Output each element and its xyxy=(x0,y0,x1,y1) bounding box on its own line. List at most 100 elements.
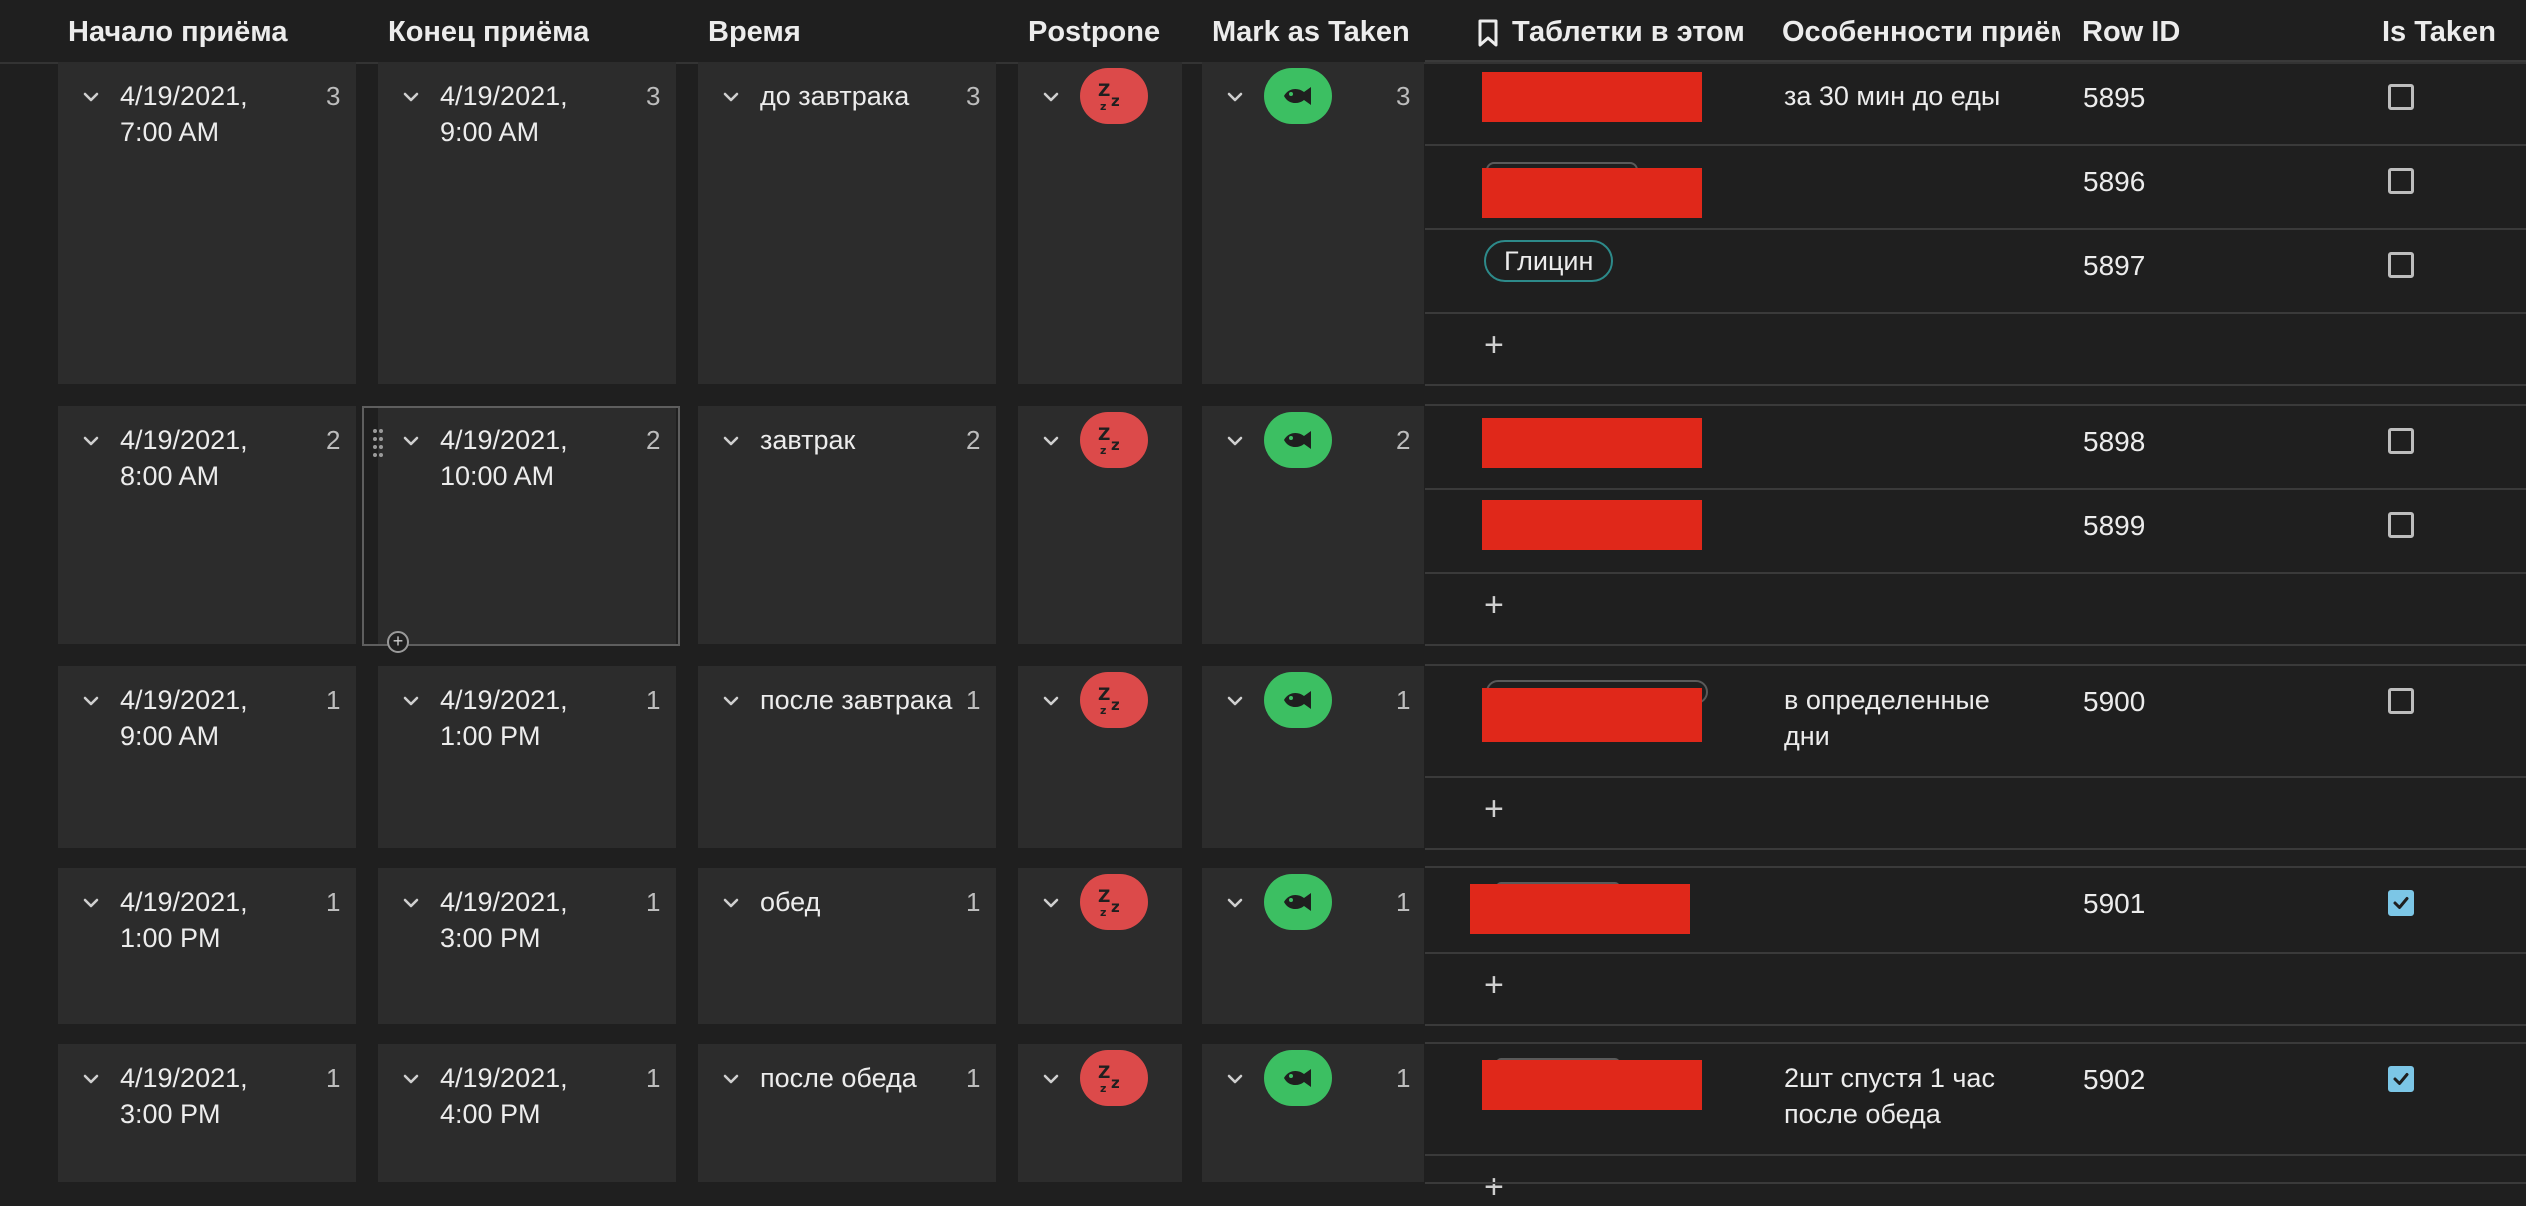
chevron-down-icon[interactable] xyxy=(1224,690,1246,712)
add-row[interactable] xyxy=(1425,314,2526,386)
is-taken-checkbox[interactable] xyxy=(2388,84,2414,110)
is-taken-checkbox[interactable] xyxy=(2388,512,2414,538)
cell-start[interactable]: 4/19/2021, 7:00 AM 3 xyxy=(58,62,356,384)
chevron-down-icon[interactable] xyxy=(80,690,102,712)
chevron-down-icon[interactable] xyxy=(1224,1068,1246,1090)
cell-time[interactable]: после обеда 1 xyxy=(698,1044,996,1182)
is-taken-checkbox[interactable] xyxy=(2388,252,2414,278)
chevron-down-icon[interactable] xyxy=(400,430,422,452)
chevron-down-icon[interactable] xyxy=(720,892,742,914)
cell-end[interactable]: 4/19/2021, 10:00 AM 2 xyxy=(378,406,676,644)
is-taken-checkbox[interactable] xyxy=(2388,688,2414,714)
is-taken-checkbox[interactable] xyxy=(2388,428,2414,454)
column-header-time[interactable]: Время xyxy=(708,16,801,48)
cell-start[interactable]: 4/19/2021, 9:00 AM 1 xyxy=(58,666,356,848)
drag-handle-icon[interactable] xyxy=(372,428,384,458)
chevron-down-icon[interactable] xyxy=(400,892,422,914)
cell-start[interactable]: 4/19/2021, 1:00 PM 1 xyxy=(58,868,356,1024)
group-row: 4/19/2021, 9:00 AM 1 4/19/2021, 1:00 PM 1 … xyxy=(0,664,2526,850)
is-taken-checkbox[interactable] xyxy=(2388,1066,2414,1092)
cell-end[interactable]: 4/19/2021, 4:00 PM 1 xyxy=(378,1044,676,1182)
plus-icon[interactable]: + xyxy=(387,631,409,653)
row-id: 5901 xyxy=(2083,888,2146,919)
cell-time[interactable]: завтрак 2 xyxy=(698,406,996,644)
chevron-down-icon[interactable] xyxy=(720,86,742,108)
add-row-button[interactable]: + xyxy=(1484,326,1504,364)
add-row[interactable] xyxy=(1425,1156,2526,1184)
time-label: завтрак xyxy=(760,425,856,455)
add-row[interactable] xyxy=(1425,778,2526,850)
chevron-down-icon[interactable] xyxy=(1040,1068,1062,1090)
is-taken-checkbox[interactable] xyxy=(2388,890,2414,916)
add-row-button[interactable]: + xyxy=(1484,586,1504,624)
chevron-down-icon[interactable] xyxy=(1224,86,1246,108)
chevron-down-icon[interactable] xyxy=(80,430,102,452)
mark-taken-button[interactable] xyxy=(1264,68,1332,124)
table-row[interactable] xyxy=(1425,62,2526,146)
mark-taken-button[interactable] xyxy=(1264,672,1332,728)
chevron-down-icon[interactable] xyxy=(1040,430,1062,452)
table-row[interactable] xyxy=(1425,406,2526,490)
cell-end[interactable]: 4/19/2021, 9:00 AM 3 xyxy=(378,62,676,384)
cell-end[interactable]: 4/19/2021, 3:00 PM 1 xyxy=(378,868,676,1024)
table-row[interactable] xyxy=(1425,868,2526,954)
add-row-button[interactable]: + xyxy=(1484,790,1504,828)
group-count: 1 xyxy=(646,1063,661,1093)
column-header-row-id[interactable]: Row ID xyxy=(2082,16,2181,48)
column-header-end[interactable]: Конец приёма xyxy=(388,16,590,48)
chevron-down-icon[interactable] xyxy=(1224,430,1246,452)
add-row-button[interactable]: + xyxy=(1484,966,1504,1004)
chevron-down-icon[interactable] xyxy=(400,1068,422,1090)
chevron-down-icon[interactable] xyxy=(1040,86,1062,108)
table-row[interactable] xyxy=(1425,1044,2526,1156)
start-date: 4/19/2021, 7:00 AM xyxy=(120,81,248,147)
chevron-down-icon[interactable] xyxy=(400,690,422,712)
mark-taken-button[interactable] xyxy=(1264,1050,1332,1106)
pill-tag[interactable]: Глицин xyxy=(1484,240,1614,282)
chevron-down-icon[interactable] xyxy=(720,1068,742,1090)
chevron-down-icon[interactable] xyxy=(80,1068,102,1090)
column-header-notes[interactable]: Особенности приём xyxy=(1782,16,2060,48)
cell-start[interactable]: 4/19/2021, 3:00 PM 1 xyxy=(58,1044,356,1182)
group-divider xyxy=(1425,1042,2526,1044)
add-row[interactable] xyxy=(1425,954,2526,1026)
chevron-down-icon[interactable] xyxy=(720,690,742,712)
chevron-down-icon[interactable] xyxy=(720,430,742,452)
cell-start[interactable]: 4/19/2021, 8:00 AM 2 xyxy=(58,406,356,644)
column-header-mark-taken[interactable]: Mark as Taken xyxy=(1212,16,1410,48)
column-header-is-taken[interactable]: Is Taken xyxy=(2382,16,2496,48)
column-header-pills[interactable]: Таблетки в этом xyxy=(1478,16,1745,49)
table-row[interactable] xyxy=(1425,490,2526,574)
chevron-down-icon[interactable] xyxy=(80,86,102,108)
is-taken-checkbox[interactable] xyxy=(2388,168,2414,194)
cell-time[interactable]: после завтрака 1 xyxy=(698,666,996,848)
table-row[interactable] xyxy=(1425,146,2526,230)
add-row[interactable] xyxy=(1425,574,2526,646)
chevron-down-icon[interactable] xyxy=(1040,690,1062,712)
column-header-postpone[interactable]: Postpone xyxy=(1028,16,1161,48)
row-id: 5902 xyxy=(2083,1064,2146,1095)
chevron-down-icon[interactable] xyxy=(400,86,422,108)
cell-end[interactable]: 4/19/2021, 1:00 PM 1 xyxy=(378,666,676,848)
table-row[interactable] xyxy=(1425,666,2526,778)
row-id: 5895 xyxy=(2083,82,2146,113)
chevron-down-icon[interactable] xyxy=(80,892,102,914)
cell-mark-taken: 3 xyxy=(1202,62,1424,384)
cell-time[interactable]: до завтрака 3 xyxy=(698,62,996,384)
mark-taken-button[interactable] xyxy=(1264,412,1332,468)
group-row: 4/19/2021, 8:00 AM 2 4/19/2021, 10:00 AM 2… xyxy=(0,404,2526,646)
cell-time[interactable]: обед 1 xyxy=(698,868,996,1024)
chevron-down-icon[interactable] xyxy=(1040,892,1062,914)
chevron-down-icon[interactable] xyxy=(1224,892,1246,914)
mark-taken-button[interactable] xyxy=(1264,874,1332,930)
table-row[interactable] xyxy=(1425,230,2526,314)
column-header-start[interactable]: Начало приёма xyxy=(68,16,288,48)
